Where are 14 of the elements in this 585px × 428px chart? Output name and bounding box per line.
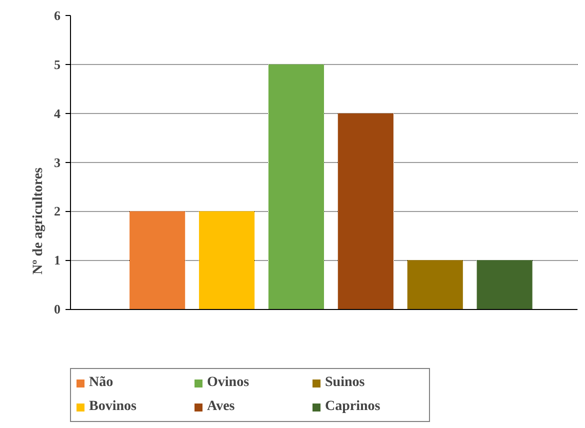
legend-label: Ovinos xyxy=(207,374,250,392)
y-tick-label: 4 xyxy=(54,106,61,121)
y-tick-label: 1 xyxy=(54,252,60,268)
legend-label: Suinos xyxy=(325,374,366,392)
y-tick-label: 6 xyxy=(54,8,61,23)
y-tick-label: 5 xyxy=(54,56,61,72)
y-axis-title: Nº de agricultores xyxy=(31,166,46,275)
legend-label: Caprinos xyxy=(325,398,382,416)
legend-label: Não xyxy=(89,374,114,392)
y-tick-label: 0 xyxy=(54,302,60,317)
legend-label: Aves xyxy=(207,398,236,416)
y-tick-label: 3 xyxy=(54,154,61,170)
y-tick-label: 2 xyxy=(54,204,60,219)
legend-label: Bovinos xyxy=(89,398,138,416)
